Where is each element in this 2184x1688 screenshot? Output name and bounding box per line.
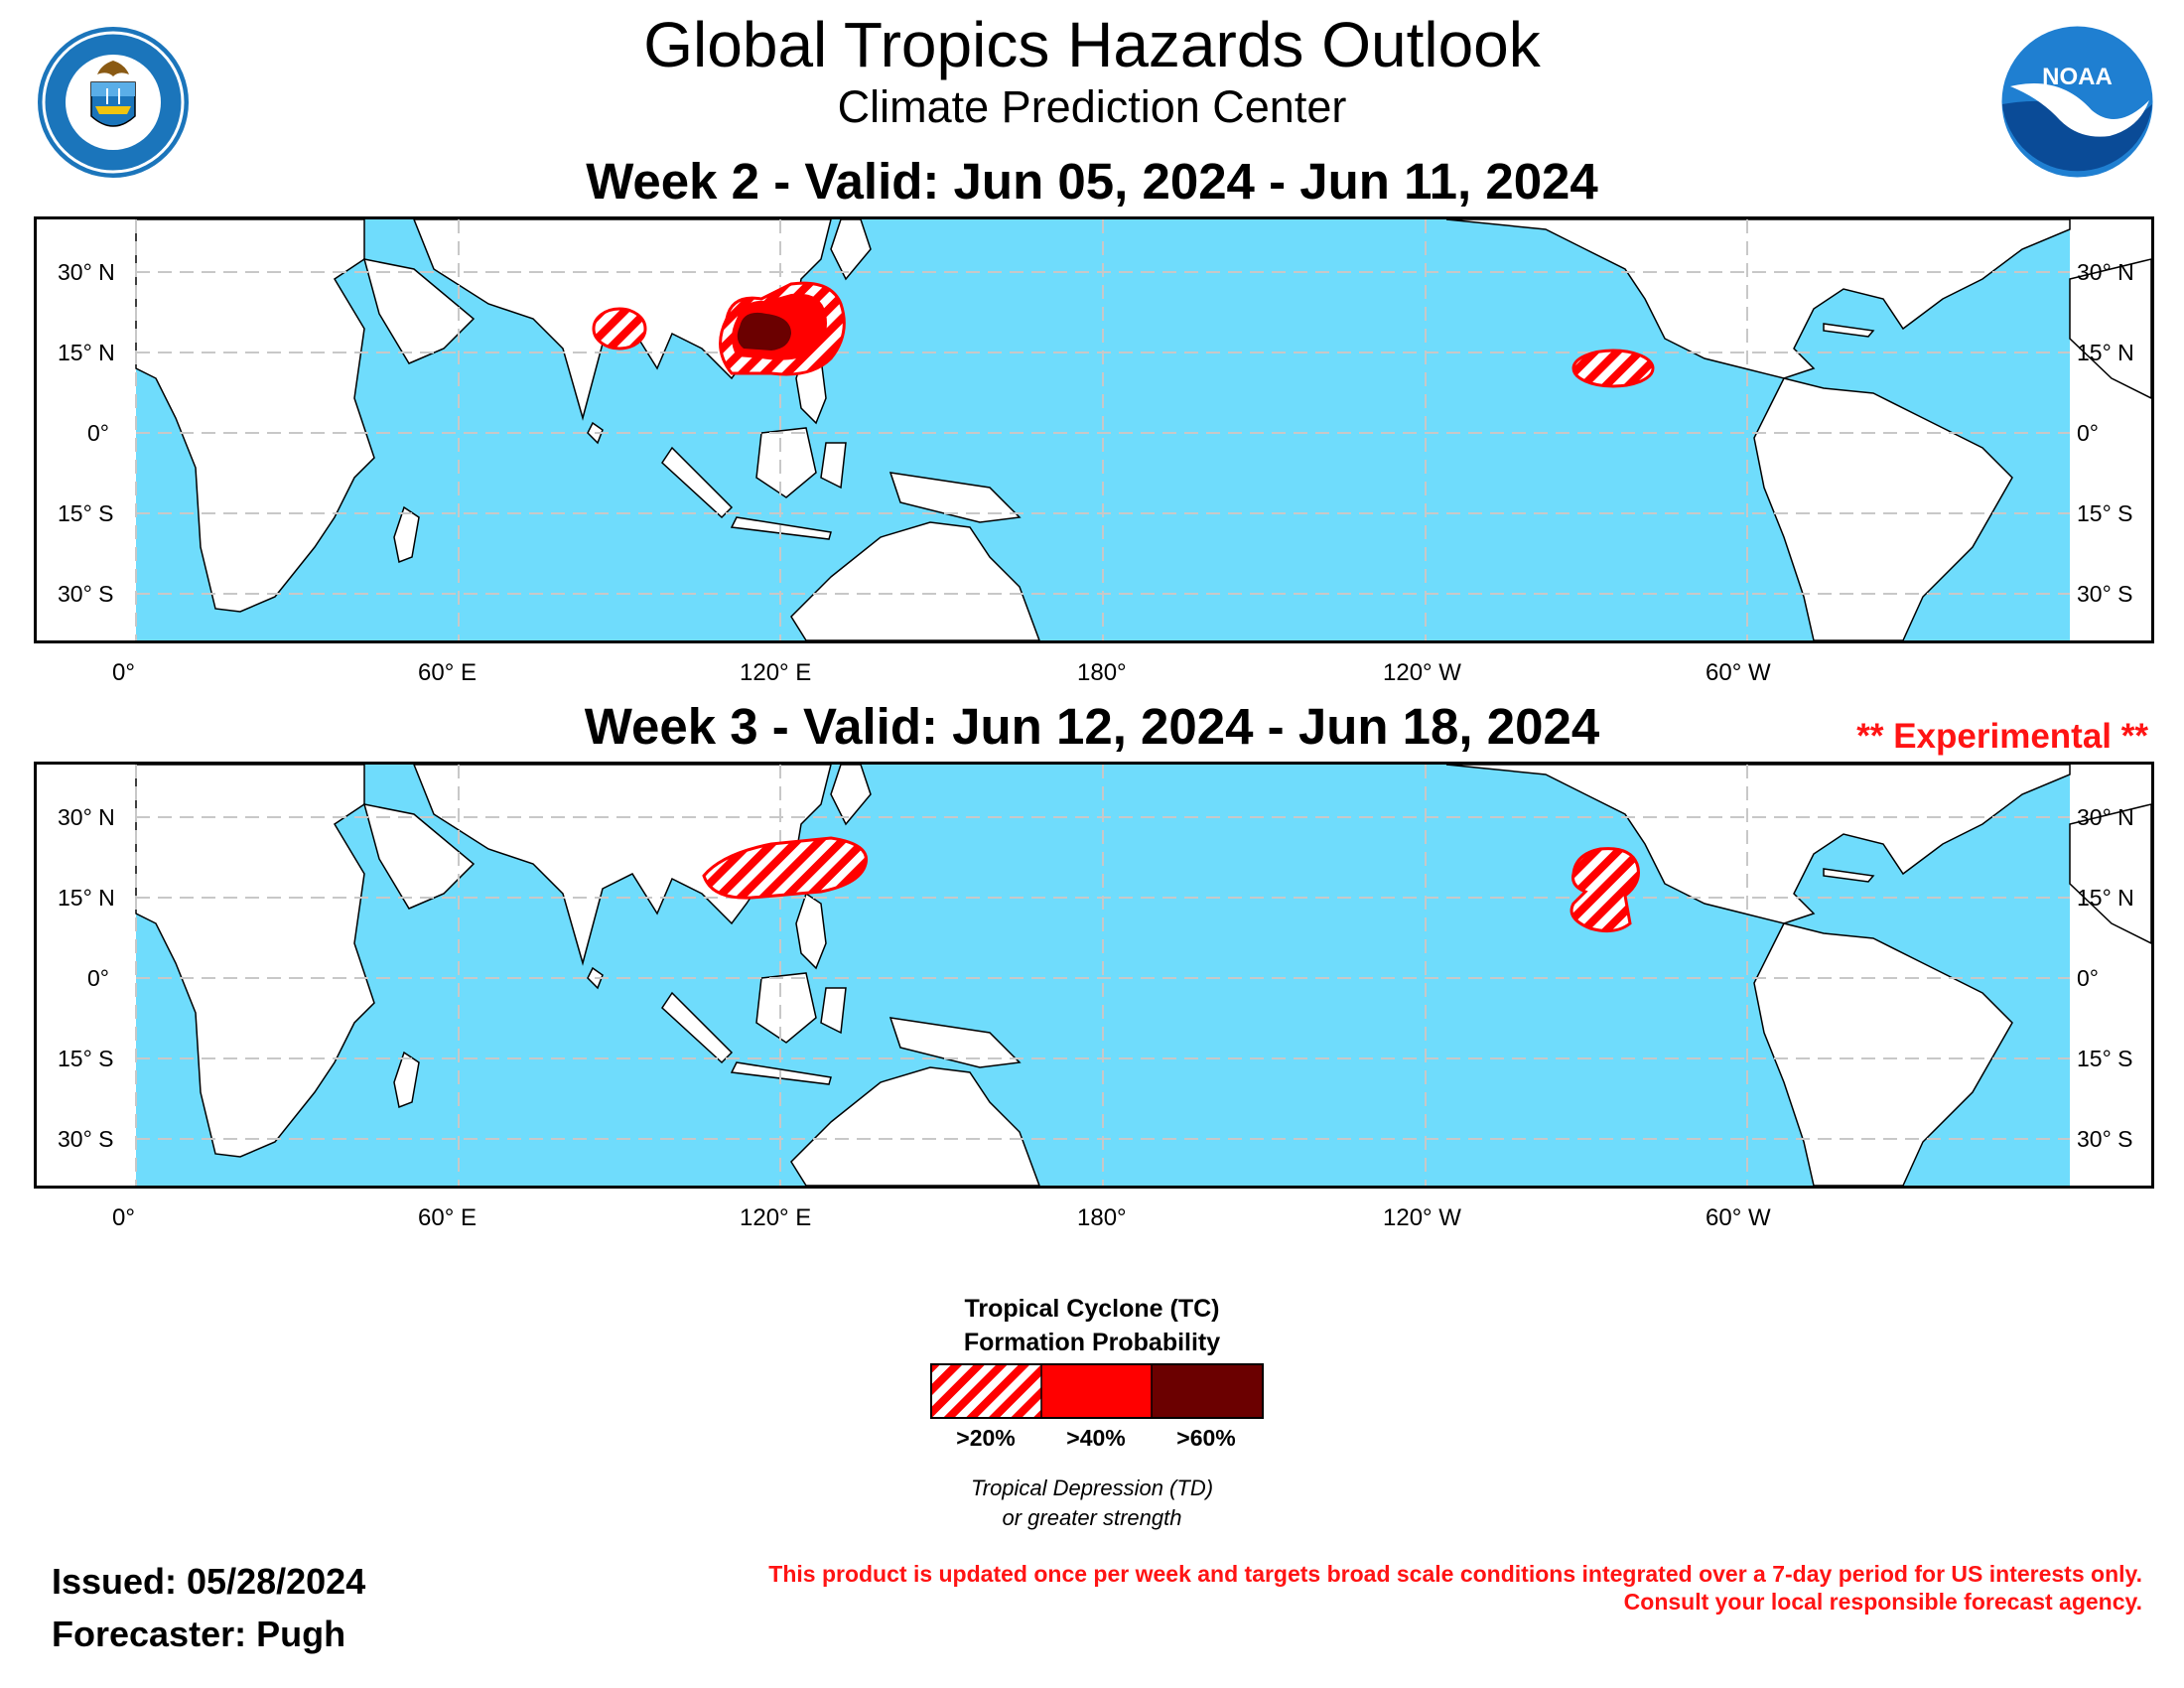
- week3-title: Week 3 - Valid: Jun 12, 2024 - Jun 18, 2…: [584, 698, 1600, 755]
- hazard-south-china-sea-w3: [702, 836, 869, 900]
- lon-label: 120° E: [740, 659, 812, 686]
- lat-label-right: 30° N: [2077, 804, 2134, 830]
- lat-label-left: 30° N: [58, 804, 115, 830]
- forecaster-name: Forecaster: Pugh: [52, 1614, 346, 1654]
- hazard-gulf-of-tonkin-60: [737, 312, 791, 351]
- lat-label-left: 15° N: [58, 340, 115, 365]
- graticule: [135, 219, 2070, 640]
- lat-label-right: 0°: [2077, 965, 2099, 991]
- legend-note-line1: Tropical Depression (TD): [970, 1476, 1214, 1500]
- issued-date: Issued: 05/28/2024: [52, 1561, 366, 1602]
- lat-label-left: 0°: [87, 420, 109, 446]
- lon-label: 60° W: [1706, 1204, 1771, 1231]
- lon-label: 180°: [1077, 659, 1127, 686]
- legend-label-60: >60%: [1176, 1425, 1236, 1451]
- lat-label-right: 30° S: [2077, 581, 2133, 607]
- legend-label-20: >20%: [956, 1425, 1016, 1451]
- lat-label-left: 30° S: [58, 581, 114, 607]
- lon-label: 120° W: [1383, 1204, 1461, 1231]
- lon-label: 0°: [112, 659, 135, 686]
- lat-label-right: 15° N: [2077, 340, 2134, 365]
- lat-label-left: 15° N: [58, 885, 115, 911]
- lon-label: 0°: [112, 1204, 135, 1231]
- page-title: Global Tropics Hazards Outlook: [643, 9, 1541, 80]
- week2-title: Week 2 - Valid: Jun 05, 2024 - Jun 11, 2…: [586, 153, 1598, 210]
- week3-map: [34, 762, 2154, 1189]
- hazard-east-pacific: [1571, 349, 1655, 388]
- page-subtitle: Climate Prediction Center: [837, 81, 1347, 132]
- disclaimer-line1: This product is updated once per week an…: [768, 1561, 2142, 1587]
- lon-label: 60° E: [418, 659, 477, 686]
- lon-label: 180°: [1077, 1204, 1127, 1231]
- lat-label-right: 30° N: [2077, 259, 2134, 285]
- legend-label-40: >40%: [1066, 1425, 1126, 1451]
- lat-label-right: 15° N: [2077, 885, 2134, 911]
- legend-note: Tropical Depression (TD) or greater stre…: [854, 1474, 1330, 1533]
- lat-label-right: 15° S: [2077, 500, 2133, 526]
- lat-label-right: 30° S: [2077, 1126, 2133, 1152]
- legend-title-line1: Tropical Cyclone (TC): [964, 1295, 1220, 1323]
- week3-hazards: [702, 836, 1640, 933]
- graticule: [135, 765, 2070, 1186]
- week2-map: [34, 216, 2154, 643]
- legend-color-bar: [930, 1363, 1264, 1419]
- legend-title: Tropical Cyclone (TC) Formation Probabil…: [854, 1292, 1330, 1359]
- lat-label-left: 15° S: [58, 1046, 114, 1071]
- week2-hazards: [592, 281, 1655, 388]
- lat-label-left: 0°: [87, 965, 109, 991]
- lon-label: 120° E: [740, 1204, 812, 1231]
- svg-text:NOAA: NOAA: [2042, 64, 2113, 90]
- lat-label-right: 15° S: [2077, 1046, 2133, 1071]
- legend-swatch-40: [1041, 1364, 1152, 1418]
- lat-label-left: 30° N: [58, 259, 115, 285]
- noaa-logo-icon: NOAA: [2000, 25, 2154, 179]
- disclaimer-line2: Consult your local responsible forecast …: [1623, 1589, 2142, 1615]
- experimental-label: ** Experimental **: [1856, 717, 2148, 756]
- legend-swatch-20: [931, 1364, 1041, 1418]
- lat-label-left: 30° S: [58, 1126, 114, 1152]
- hazard-bay-of-bengal: [592, 307, 647, 351]
- lat-label-right: 0°: [2077, 420, 2099, 446]
- hazard-central-america-w3: [1570, 847, 1640, 933]
- lon-label: 60° W: [1706, 659, 1771, 686]
- legend-note-line2: or greater strength: [1002, 1505, 1182, 1530]
- lon-label: 60° E: [418, 1204, 477, 1231]
- legend-swatch-60: [1152, 1364, 1263, 1418]
- legend-title-line2: Formation Probability: [963, 1329, 1221, 1356]
- doc-seal-icon: [36, 25, 191, 180]
- disclaimer: This product is updated once per week an…: [768, 1560, 2142, 1616]
- lon-label: 120° W: [1383, 659, 1461, 686]
- lat-label-left: 15° S: [58, 500, 114, 526]
